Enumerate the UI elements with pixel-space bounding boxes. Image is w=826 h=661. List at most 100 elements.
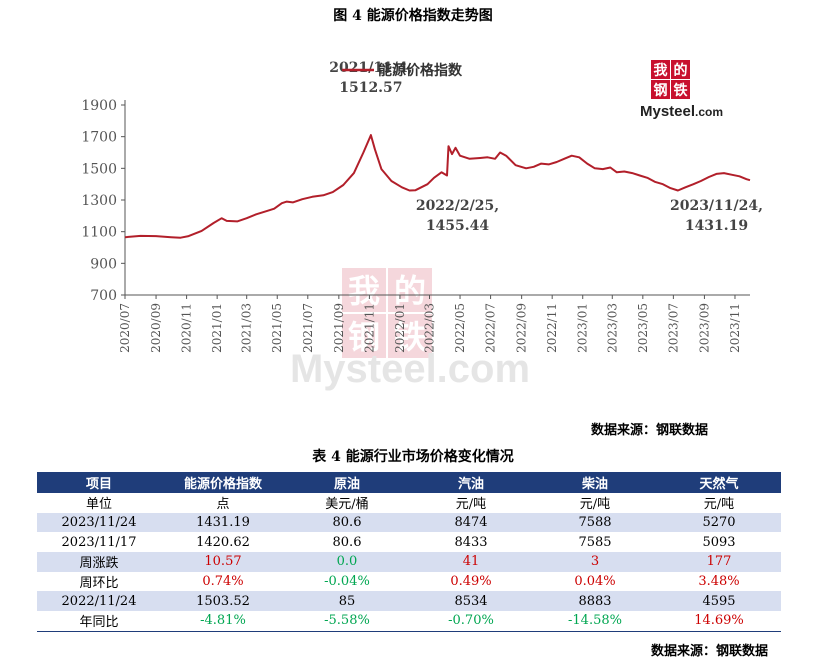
table-cell: 1503.52	[161, 591, 285, 612]
y-tick-label: 1500	[81, 161, 117, 177]
table-header-cell: 天然气	[657, 472, 781, 493]
x-tick-label: 2023/03	[605, 303, 619, 353]
table-cell: -4.81%	[161, 611, 285, 632]
table-cell: 8534	[409, 591, 533, 612]
table-title: 表 4 能源行业市场价格变化情况	[312, 449, 514, 465]
x-tick-label: 2023/05	[636, 303, 650, 353]
x-tick-label: 2021/11	[362, 303, 376, 353]
x-tick-label: 2022/07	[484, 303, 498, 353]
table-cell: 80.6	[285, 512, 409, 533]
table-cell: 41	[409, 552, 533, 572]
table-cell: 8883	[533, 591, 657, 612]
table-cell: -0.70%	[409, 611, 533, 632]
legend-label: 能源价格指数	[378, 62, 463, 79]
table-cell: -5.58%	[285, 611, 409, 632]
logo-char: 我	[654, 63, 668, 79]
table-cell: 年同比	[37, 611, 161, 632]
table-cell: 0.0	[285, 552, 409, 572]
table-cell: 1431.19	[161, 512, 285, 533]
table-cell: 周环比	[79, 576, 119, 592]
table-header-cell: 项目	[37, 472, 161, 493]
logo-suffix: .com	[695, 105, 723, 119]
figure-title: 图 4 能源价格指数走势图	[333, 8, 493, 24]
table-cell: 80.6	[332, 534, 362, 550]
x-tick-label: 2022/01	[393, 303, 407, 353]
x-tick-label: 2021/09	[332, 303, 346, 353]
table-cell: 7585	[578, 534, 612, 550]
table-cell: 4595	[657, 591, 781, 612]
table-header-cell: 汽油	[409, 472, 533, 493]
price-change-table: 项目 能源价格指数 原油 汽油 柴油 天然气 单位点美元/桶 元/吨 元/吨 元/吨 2023/1…	[37, 472, 781, 632]
table-cell: 5270	[657, 512, 781, 533]
y-tick-label: 900	[90, 256, 117, 272]
x-tick-label: 2023/01	[576, 303, 590, 353]
table-cell: 元/吨	[703, 497, 735, 513]
watermark-brand: Mysteel.com	[290, 347, 530, 391]
logo-char: 钢	[654, 82, 668, 99]
logo-char: 的	[674, 62, 688, 79]
table-cell: 8474	[409, 512, 533, 533]
watermark-char: 钢	[348, 318, 380, 356]
table-row: 年同比 -4.81% -5.58% -0.70% -14.58% 14.69%	[37, 611, 781, 632]
x-tick-label: 2021/05	[270, 303, 284, 353]
annotation-date: 2021/11/4,	[329, 60, 412, 76]
table-cell: 14.69%	[657, 611, 781, 632]
mysteel-watermark: 我 的 钢 铁 Mysteel.com	[290, 268, 530, 391]
annotation-value: 1455.44	[426, 218, 490, 234]
table-cell: 元/吨	[579, 497, 611, 513]
table-row: 2023/11/17 1420.62 80.6 8433 7585 5093	[37, 532, 781, 552]
table-cell: 3	[533, 552, 657, 572]
x-tick-label: 2020/09	[149, 303, 163, 353]
watermark-char: 我	[348, 272, 380, 310]
table-row: 2022/11/24 1503.52 85 8534 8883 4595	[37, 591, 781, 612]
table-cell: 0.49%	[450, 574, 492, 590]
x-tick-label: 2021/03	[240, 303, 254, 353]
table-row: 周环比 0.74% -0.04% 0.49% 0.04% 3.48%	[37, 572, 781, 592]
logo-char: 铁	[674, 82, 688, 99]
table-cell: 10.57	[161, 552, 285, 572]
table-cell: -14.58%	[533, 611, 657, 632]
svg-text:Mysteel.com: Mysteel.com	[640, 103, 723, 120]
x-tick-label: 2023/11	[728, 303, 742, 353]
table-header-row: 项目 能源价格指数 原油 汽油 柴油 天然气	[37, 472, 781, 493]
annotation-date: 2022/2/25,	[416, 198, 499, 214]
table-cell: 周涨跌	[37, 552, 161, 572]
table-cell: 85	[285, 591, 409, 612]
annotation-value: 1512.57	[339, 80, 402, 96]
annotation-date: 2023/11/24,	[670, 198, 763, 214]
y-tick-label: 700	[90, 288, 117, 304]
table-row: 2023/11/24 1431.19 80.6 8474 7588 5270	[37, 512, 781, 533]
mysteel-logo: 我 的 钢 铁 Mysteel.com	[640, 60, 723, 120]
y-tick-label: 1300	[81, 193, 117, 209]
x-tick-label: 2023/09	[697, 303, 711, 353]
x-tick-label: 2021/07	[301, 303, 315, 353]
table-cell: 1420.62	[196, 534, 250, 550]
table-cell: 元/吨	[455, 497, 487, 513]
table-header-cell: 柴油	[533, 472, 657, 493]
x-tick-label: 2022/03	[422, 303, 436, 353]
table-cell: 美元/桶	[325, 497, 369, 513]
chart-legend: 能源价格指数	[342, 62, 463, 79]
table-cell: -0.04%	[324, 574, 370, 590]
table-cell: 单位	[85, 497, 112, 513]
watermark-char: 的	[394, 272, 426, 310]
table-cell: 177	[657, 552, 781, 572]
watermark-char: 铁	[394, 318, 426, 356]
table-cell: 2022/11/24	[37, 591, 161, 612]
table-source: 数据来源：钢联数据	[650, 644, 768, 659]
chart-source: 数据来源：钢联数据	[590, 423, 708, 438]
table-cell: 7588	[533, 512, 657, 533]
x-tick-label: 2020/07	[118, 303, 132, 353]
table-row: 周涨跌 10.57 0.0 41 3 177	[37, 552, 781, 572]
y-tick-label: 1900	[81, 98, 117, 114]
y-tick-label: 1100	[81, 225, 117, 241]
x-tick-label: 2021/01	[210, 303, 224, 353]
table-cell: 5093	[702, 534, 736, 550]
x-tick-label: 2022/09	[515, 303, 529, 353]
y-tick-label: 1700	[81, 130, 117, 146]
table-row: 单位 点 美元/桶 元/吨 元/吨 元/吨	[37, 493, 781, 513]
table-cell: 2023/11/17	[61, 534, 137, 550]
table-cell: 2023/11/24	[37, 512, 161, 533]
annotation-value: 1431.19	[685, 218, 748, 234]
table-cell: 8433	[454, 534, 488, 550]
